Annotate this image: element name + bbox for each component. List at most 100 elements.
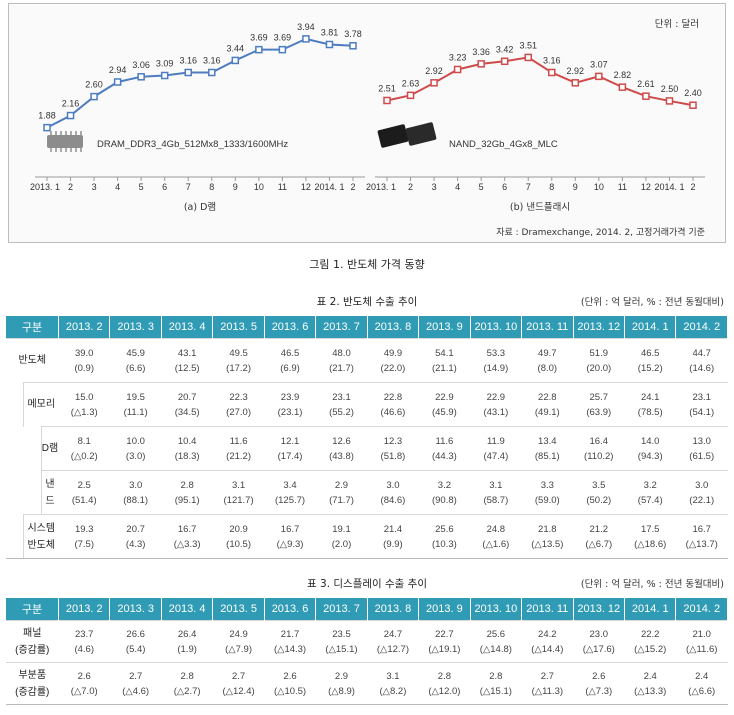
chip-pin-icon — [70, 148, 72, 152]
export-value: 16.7 — [280, 523, 300, 535]
export-value: 3.1 — [489, 479, 503, 491]
x-tick-label: 10 — [254, 182, 264, 192]
export-value: 2.6 — [77, 670, 91, 682]
x-tick-label: 2013. 1 — [366, 182, 396, 192]
export-value: 24.1 — [640, 391, 660, 403]
data-cell: 23.9 (23.1) — [264, 382, 316, 427]
yoy-change: (43.8) — [329, 450, 354, 462]
data-cell: 23.0 (△17.6) — [573, 620, 625, 663]
yoy-change: (121.7) — [223, 494, 254, 506]
export-value: 22.8 — [383, 391, 403, 403]
column-header: 2013. 10 — [470, 316, 523, 339]
yoy-change: (7.5) — [74, 538, 94, 550]
data-cell: 23.1 (55.2) — [315, 382, 368, 427]
data-point — [66, 111, 75, 120]
data-point — [548, 68, 556, 77]
chip-pin-icon — [65, 148, 67, 152]
yoy-change: (△8.9) — [328, 685, 355, 697]
export-value: 16.7 — [177, 523, 197, 535]
export-value: 3.2 — [437, 479, 451, 491]
yoy-change: (△10.5) — [273, 685, 307, 697]
yoy-change: (△7.3) — [585, 685, 613, 697]
data-point — [184, 68, 192, 77]
column-header: 2013. 3 — [109, 598, 162, 621]
export-value: 23.9 — [280, 391, 300, 403]
data-point — [642, 92, 650, 100]
yoy-change: (47.4) — [483, 450, 509, 462]
data-cell: 12.3 (51.8) — [367, 426, 419, 471]
data-point — [383, 96, 391, 105]
yoy-change: (43.1) — [483, 406, 509, 418]
export-value: 22.3 — [229, 391, 248, 403]
export-value: 2.4 — [643, 670, 657, 682]
yoy-change: (△6.7) — [585, 538, 613, 550]
chip-pin-icon — [55, 148, 57, 152]
export-value: 2.8 — [180, 670, 194, 682]
data-cell: 16.7 (△9.3) — [264, 514, 316, 559]
export-value: 10.0 — [126, 435, 145, 447]
chip-pin-icon — [50, 148, 52, 152]
yoy-change: (△3.3) — [173, 538, 201, 550]
export-value: 25.6 — [435, 523, 454, 535]
column-header: 2013. 2 — [58, 598, 111, 621]
data-point — [595, 72, 603, 81]
data-label: 3.69 — [250, 33, 268, 43]
yoy-change: (34.5) — [174, 406, 200, 418]
chip-pin-icon — [55, 131, 57, 135]
data-point — [406, 91, 415, 100]
data-cell: 25.6 (△14.8) — [470, 620, 522, 663]
yoy-change: (△6.6) — [688, 685, 716, 697]
row-label: 패널 (증감률) — [6, 620, 59, 663]
column-header: 2013. 4 — [161, 316, 214, 339]
yoy-change: (84.6) — [380, 494, 406, 506]
yoy-change: (△13.7) — [685, 538, 718, 550]
data-cell: 13.0 (61.5) — [675, 426, 728, 471]
source-note: 자료 : Dramexchange, 2014. 2, 고정거래가격 기준 — [496, 226, 705, 238]
data-cell: 21.7 (△14.3) — [264, 620, 316, 663]
data-cell: 16.7 (△3.3) — [161, 514, 213, 559]
chip-pin-icon — [70, 131, 72, 135]
yoy-change: (17.4) — [277, 450, 303, 462]
x-tick-label: 2013. 1 — [30, 182, 60, 192]
export-value: 43.1 — [177, 347, 197, 359]
yoy-change: (△1.6) — [482, 538, 510, 550]
export-value: 46.5 — [640, 347, 660, 359]
data-cell: 12.6 (43.8) — [315, 426, 368, 471]
yoy-change: (△15.2) — [634, 643, 667, 655]
export-value: 3.5 — [592, 479, 606, 491]
export-value: 25.6 — [486, 628, 506, 640]
x-tick-label: 11 — [618, 182, 627, 192]
legend-label: NAND_32Gb_4Gx8_MLC — [449, 139, 558, 150]
export-value: 22.9 — [486, 391, 506, 403]
data-cell: 3.2 (90.8) — [418, 470, 471, 515]
table-row: 반도체 39.0 (0.9) 45.9 (6.6) 43.1 (12.5) 49.5 (17.2… — [6, 338, 728, 383]
column-header: 2014. 1 — [624, 316, 677, 339]
data-cell: 20.7 (4.3) — [109, 514, 162, 559]
table-row: 패널 (증감률) 23.7 (4.6) 26.6 (5.4) 26.4 (1.9) 24.9 (… — [6, 620, 728, 663]
export-value: 21.0 — [692, 628, 711, 640]
column-header: 2014. 2 — [675, 598, 728, 621]
column-header: 2013. 6 — [264, 598, 317, 621]
data-cell: 2.8 (△15.1) — [470, 662, 522, 705]
export-value: 22.9 — [435, 391, 454, 403]
x-tick-label: 2 — [68, 182, 73, 192]
data-label: 3.94 — [297, 22, 315, 32]
data-cell: 22.8 (49.1) — [521, 382, 574, 427]
data-cell: 22.7 (△19.1) — [418, 620, 471, 663]
export-value: 53.3 — [486, 347, 506, 359]
yoy-change: (27.0) — [226, 406, 251, 418]
data-cell: 22.9 (43.1) — [470, 382, 522, 427]
data-cell: 3.1 (121.7) — [212, 470, 265, 515]
data-label: 3.16 — [543, 55, 561, 65]
data-label: 3.06 — [132, 60, 150, 70]
export-value: 44.7 — [692, 347, 711, 359]
data-cell: 8.1 (△0.2) — [58, 426, 110, 471]
export-value: 2.9 — [334, 670, 349, 682]
export-value: 2.7 — [129, 670, 143, 682]
data-cell: 49.9 (22.0) — [367, 338, 419, 383]
data-label: 2.60 — [85, 80, 103, 90]
yoy-change: (5.4) — [125, 643, 146, 655]
export-value: 2.8 — [180, 479, 194, 491]
export-value: 2.7 — [231, 670, 246, 682]
yoy-change: (71.7) — [329, 494, 354, 506]
